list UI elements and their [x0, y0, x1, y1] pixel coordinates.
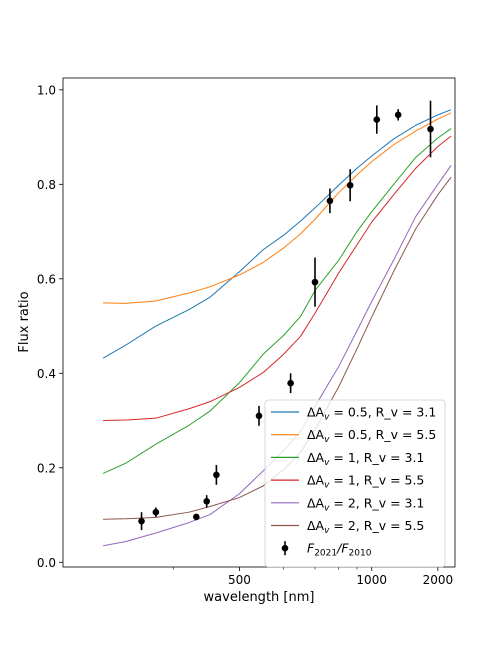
data-point	[287, 379, 294, 387]
data-point	[427, 125, 434, 133]
series-line-4	[103, 135, 452, 422]
series-line-3	[102, 128, 452, 474]
measurement-4	[203, 495, 210, 508]
legend: ΔAv = 0.5, R_v = 3.1 ΔAv = 0.5, R_v = 5.5…	[264, 399, 446, 568]
measurement-1	[138, 512, 145, 531]
series-line-1	[102, 109, 452, 359]
data-point	[213, 471, 220, 479]
data-point	[203, 498, 210, 505]
data-point	[326, 197, 334, 205]
measurement-8	[311, 257, 319, 307]
data-point	[193, 513, 200, 521]
measurement-13	[427, 100, 434, 158]
legend-label: ΔAv = 2, R_v = 3.1	[307, 495, 424, 513]
legend-label: ΔAv = 0.5, R_v = 3.1	[307, 405, 436, 423]
measurement-9	[326, 188, 334, 214]
legend-box	[264, 399, 446, 568]
legend-entry-1: ΔAv = 0.5, R_v = 3.1	[271, 405, 436, 423]
legend-entry-2: ΔAv = 0.5, R_v = 5.5	[271, 427, 436, 445]
series-line-2	[103, 112, 452, 304]
measurement-10	[346, 169, 354, 202]
x-axis-ticks: 500 1000 2000	[172, 567, 454, 587]
y-axis-ticks: 0.0 0.2 0.4 0.6 0.8 1.0	[37, 83, 63, 570]
x-tick-label: 500	[228, 573, 251, 587]
legend-label: ΔAv = 0.5, R_v = 5.5	[307, 427, 436, 445]
legend-entry-4: ΔAv = 1, R_v = 5.5	[271, 473, 424, 491]
y-tick-label: 0.8	[37, 178, 56, 192]
measurement-5	[213, 464, 220, 485]
measurement-7	[287, 373, 294, 394]
measurement-12	[394, 109, 402, 121]
legend-entry-measurements: F2021/F2010	[281, 541, 372, 559]
data-point	[346, 181, 354, 189]
measurement-11	[373, 105, 381, 134]
y-tick-label: 0.0	[37, 556, 56, 570]
x-tick-label: 1000	[356, 573, 387, 587]
y-axis-label: Flux ratio	[17, 291, 32, 352]
data-point	[255, 412, 263, 420]
data-point	[394, 111, 402, 119]
y-tick-label: 1.0	[37, 83, 56, 97]
legend-entry-6: ΔAv = 2, R_v = 5.5	[271, 518, 424, 536]
legend-entry-3: ΔAv = 1, R_v = 3.1	[271, 450, 424, 468]
legend-marker	[281, 544, 289, 552]
legend-label: ΔAv = 1, R_v = 3.1	[307, 450, 424, 468]
legend-label: F2021/F2010	[307, 541, 372, 559]
measurement-3	[193, 513, 200, 521]
y-tick-label: 0.6	[37, 272, 56, 286]
plot-frame	[62, 77, 456, 568]
data-point	[373, 116, 381, 123]
legend-label: ΔAv = 1, R_v = 5.5	[307, 473, 424, 491]
data-point	[138, 517, 145, 525]
measurement-2	[152, 507, 160, 517]
data-point	[152, 508, 160, 516]
measurement-6	[255, 405, 263, 426]
legend-label: ΔAv = 2, R_v = 5.5	[307, 518, 424, 536]
y-tick-label: 0.4	[37, 367, 56, 381]
legend-entry-5: ΔAv = 2, R_v = 3.1	[271, 495, 424, 513]
x-tick-label: 2000	[423, 573, 454, 587]
data-point	[311, 278, 319, 286]
x-axis-label: wavelength [nm]	[204, 590, 315, 605]
y-tick-label: 0.2	[37, 461, 56, 475]
measurement-points	[138, 100, 434, 531]
